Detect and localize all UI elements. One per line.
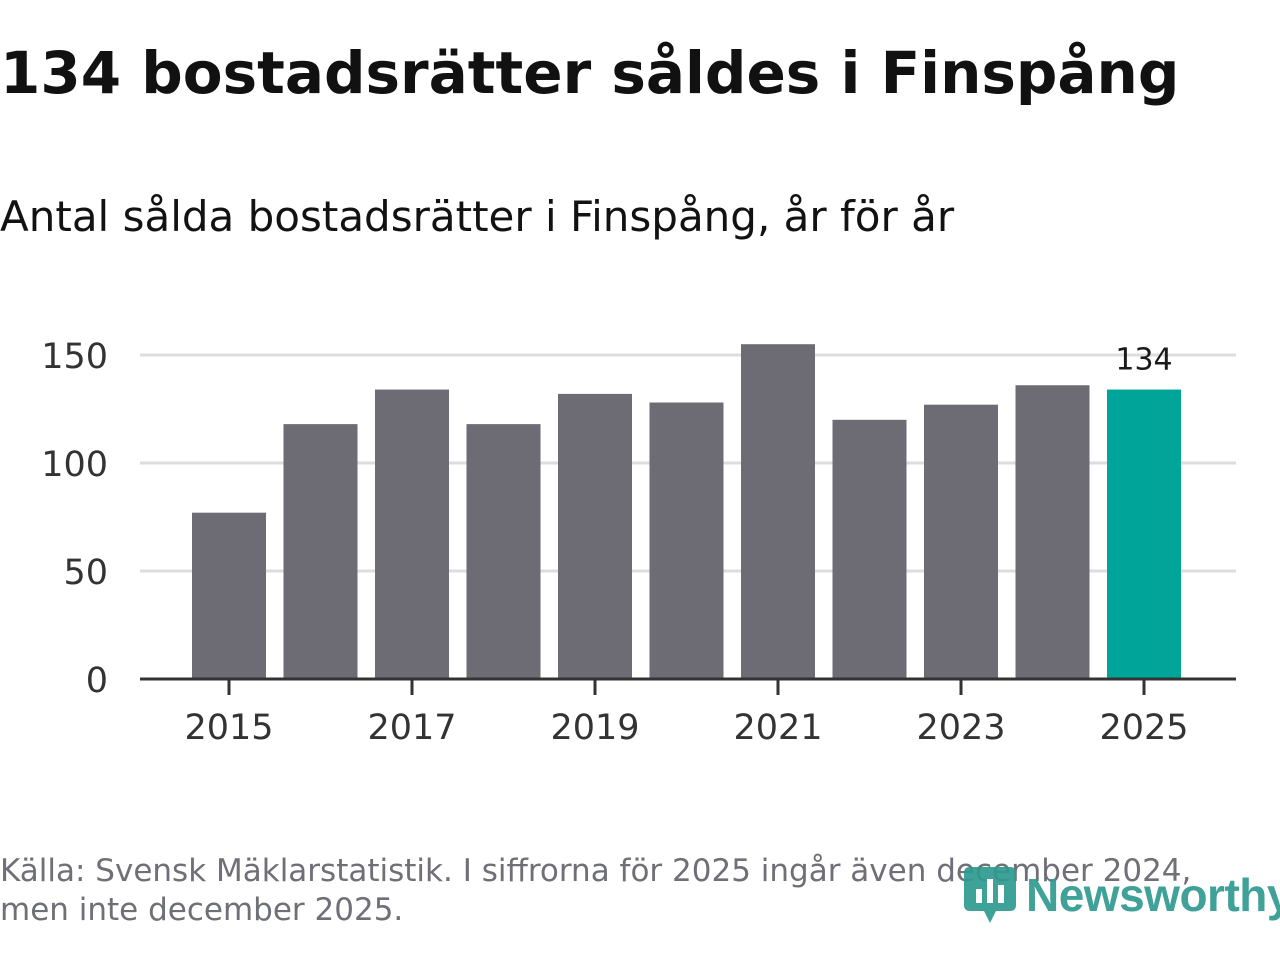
bar [192, 512, 266, 679]
bar-highlight [1107, 389, 1181, 679]
bar [1015, 385, 1090, 679]
x-tick-label: 2019 [550, 708, 639, 748]
bar [466, 424, 541, 679]
labels: 0 50 100 150 2015 2017 2019 2021 2023 2025 134 [41, 337, 1188, 748]
y-tick-label: 100 [41, 445, 108, 485]
x-tick-label: 2021 [733, 708, 822, 748]
x-tick-label: 2015 [184, 708, 273, 748]
y-tick-label: 50 [63, 553, 108, 593]
bar [375, 389, 449, 679]
bar-chart: 0 50 100 150 2015 2017 2019 2021 2023 2025 134 [41, 337, 1236, 748]
chart-subtitle: Antal sålda bostadsrätter i Finspång, år… [0, 192, 955, 241]
bar [649, 402, 724, 679]
bar [283, 424, 358, 679]
y-tick-label: 150 [41, 337, 108, 377]
bar [924, 404, 998, 679]
data-label-2025: 134 [1115, 343, 1172, 378]
axes [140, 677, 1236, 695]
bar [832, 419, 907, 679]
newsworthy-logo-icon [964, 867, 1016, 923]
logo-wordmark: Newsworthy [1026, 869, 1280, 921]
y-tick-label: 0 [86, 661, 108, 701]
x-tick-label: 2025 [1099, 708, 1188, 748]
bar [741, 344, 815, 679]
page-title: 134 bostadsrätter såldes i Finspång [0, 39, 1180, 107]
newsworthy-logo: Newsworthy [962, 862, 1280, 928]
bars [192, 344, 1181, 679]
bar [558, 393, 632, 679]
x-tick-label: 2023 [916, 708, 1005, 748]
x-tick-label: 2017 [367, 708, 456, 748]
